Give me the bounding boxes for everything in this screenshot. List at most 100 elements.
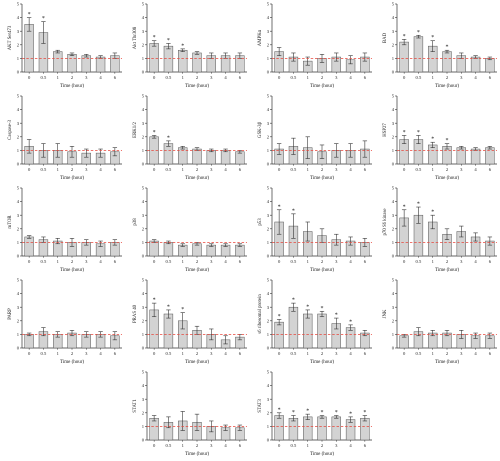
x-tick-label: 0 (403, 167, 406, 172)
y-tick-label: 4 (267, 291, 270, 296)
x-tick-label: 1 (57, 167, 60, 172)
bar (303, 313, 313, 349)
bar (485, 58, 495, 73)
x-tick-label: 1 (432, 75, 435, 80)
x-tick-label: 6 (364, 443, 367, 448)
bar (442, 51, 452, 73)
x-tick-label: 0 (153, 259, 156, 264)
x-tick-label: 0.5 (41, 259, 47, 264)
x-tick-label: 0.5 (416, 351, 422, 356)
x-tick-label: 3 (335, 75, 338, 80)
y-tick-label: 2 (17, 134, 20, 139)
y-tick-label: 5 (267, 278, 270, 283)
bar (317, 313, 327, 349)
y-tick-label: 2 (267, 226, 270, 231)
panel-5: 0 1 2 3 4 5 ERK1/2 Time (hour) 0 * 0.5 * 1 2 3 4 6 (133, 94, 247, 181)
panel-10: 0 1 2 3 4 5 p53 Time (hour) 0 * 0.5 * 1 2 3 4 6 (258, 186, 372, 273)
significance-star: * (181, 307, 184, 313)
y-tick-label: 4 (267, 199, 270, 204)
y-tick-label: 1 (142, 148, 145, 153)
x-tick-label: 2 (196, 167, 199, 172)
y-tick-label: 4 (392, 107, 395, 112)
bar (288, 417, 299, 441)
x-tick-label: 1 (432, 167, 435, 172)
significance-star: * (167, 135, 170, 141)
y-tick-label: 5 (17, 94, 20, 99)
x-tick-label: 0 (403, 351, 406, 356)
y-tick-label: 0 (392, 162, 395, 167)
panel-12: 0 1 2 3 4 5 PARP Time (hour) 0 0.5 1 2 3 4 6 (8, 278, 122, 365)
y-tick-label: 2 (392, 318, 395, 323)
x-axis-label: Time (hour) (310, 176, 334, 181)
bar (317, 416, 327, 441)
significance-star: * (431, 210, 434, 216)
y-tick-label: 3 (17, 305, 20, 310)
y-tick-label: 1 (267, 424, 270, 429)
bar (149, 43, 159, 73)
significance-star: * (153, 130, 156, 136)
y-tick-label: 4 (17, 15, 20, 20)
x-tick-label: 1 (182, 351, 185, 356)
x-tick-label: 6 (114, 75, 117, 80)
x-tick-label: 2 (321, 351, 324, 356)
x-tick-label: 0 (278, 259, 281, 264)
x-tick-label: 1 (57, 75, 60, 80)
y-axis-label: STAT3 (258, 399, 263, 413)
y-tick-label: 2 (142, 410, 145, 415)
x-tick-label: 2 (71, 167, 74, 172)
bar (470, 148, 481, 165)
x-tick-label: 0 (278, 75, 281, 80)
x-tick-label: 2 (446, 351, 449, 356)
x-tick-label: 4 (474, 259, 477, 264)
panel-0: 0 1 2 3 4 5 AKT Ser473 Time (hour) 0 * 0.5 * 1 2 3 4 6 (8, 2, 122, 89)
panel-11: 0 1 2 3 4 5 p70 S6 kinase Time (hour) 0 * 0.5 * 1 * 2 3… (383, 186, 497, 273)
y-axis-label: AKT Ser473 (8, 25, 13, 50)
x-tick-label: 3 (210, 167, 213, 172)
x-tick-label: 0.5 (166, 167, 172, 172)
x-axis-label: Time (hour) (435, 268, 459, 273)
x-tick-label: 3 (210, 259, 213, 264)
y-axis-label: Akt Thr308 (133, 26, 138, 49)
y-tick-label: 1 (142, 240, 145, 245)
x-tick-label: 0 (153, 167, 156, 172)
y-tick-label: 1 (392, 56, 395, 61)
y-tick-label: 4 (392, 291, 395, 296)
x-tick-label: 4 (224, 167, 227, 172)
y-tick-label: 3 (142, 29, 145, 34)
panel-4: 0 1 2 3 4 5 Caspase-3 Time (hour) 0 0.5 1 2 3 4 6 (8, 94, 122, 181)
x-tick-label: 6 (364, 351, 367, 356)
x-tick-label: 3 (335, 259, 338, 264)
y-tick-label: 3 (267, 121, 270, 126)
y-tick-label: 3 (142, 121, 145, 126)
x-tick-label: 6 (114, 351, 117, 356)
y-tick-label: 2 (17, 318, 20, 323)
x-tick-label: 0 (153, 75, 156, 80)
y-tick-label: 0 (392, 254, 395, 259)
significance-star: * (335, 313, 338, 319)
x-tick-label: 0 (153, 351, 156, 356)
y-tick-label: 1 (392, 332, 395, 337)
bar (470, 56, 481, 73)
y-tick-label: 0 (17, 162, 20, 167)
x-tick-label: 4 (349, 259, 352, 264)
x-tick-label: 4 (99, 351, 102, 356)
x-tick-label: 2 (71, 75, 74, 80)
y-axis-label: AMPKα (258, 29, 263, 46)
y-tick-label: 1 (267, 148, 270, 153)
x-tick-label: 4 (99, 75, 102, 80)
bar (192, 148, 202, 165)
y-tick-label: 2 (17, 226, 20, 231)
significance-star: * (417, 202, 420, 208)
x-tick-label: 0 (28, 351, 31, 356)
y-tick-label: 4 (392, 199, 395, 204)
y-tick-label: 3 (17, 121, 20, 126)
significance-star: * (321, 306, 324, 312)
y-tick-label: 4 (17, 199, 20, 204)
x-axis-label: Time (hour) (310, 268, 334, 273)
x-tick-label: 4 (99, 259, 102, 264)
x-tick-label: 1 (307, 443, 310, 448)
x-tick-label: 0.5 (291, 443, 297, 448)
y-axis-label: p38 (133, 218, 138, 226)
y-tick-label: 3 (267, 305, 270, 310)
significance-star: * (167, 38, 170, 44)
